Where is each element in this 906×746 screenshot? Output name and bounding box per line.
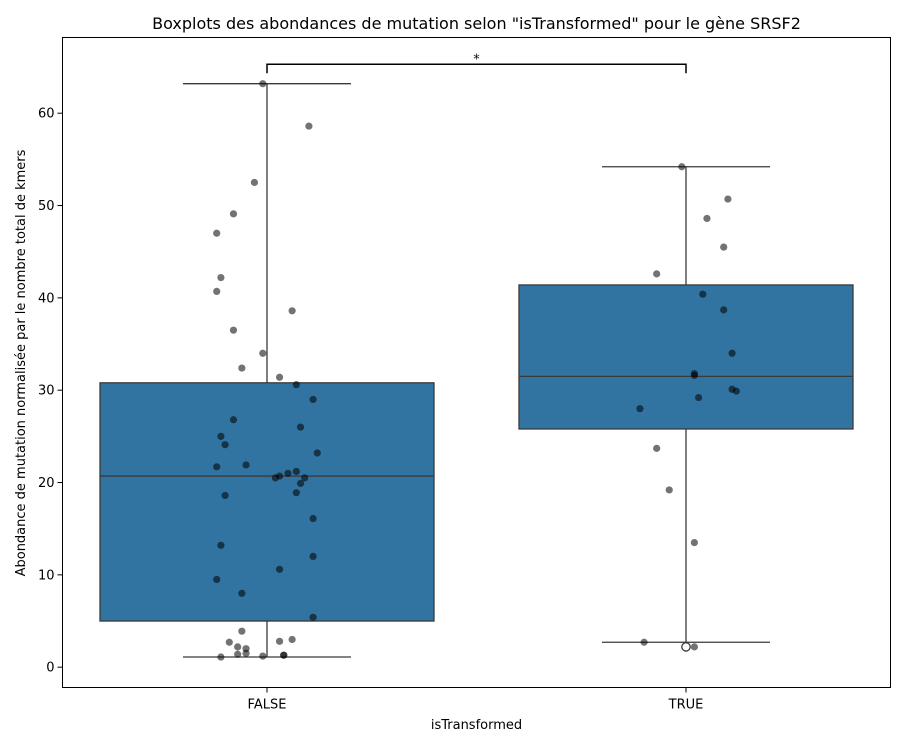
y-tick-label: 50	[38, 199, 55, 214]
data-point	[213, 463, 221, 471]
data-point	[636, 405, 644, 413]
iqr-box	[99, 382, 435, 622]
data-point	[690, 538, 698, 547]
data-point	[221, 491, 229, 500]
data-point	[728, 349, 736, 357]
data-point	[242, 461, 250, 469]
data-point	[213, 229, 221, 237]
axes-frame	[62, 37, 891, 688]
data-point	[724, 195, 732, 203]
x-tick-label: TRUE	[668, 698, 704, 713]
data-point	[275, 373, 284, 381]
data-point	[238, 627, 246, 635]
data-point	[653, 270, 661, 278]
y-tick-label: 40	[38, 291, 55, 306]
x-tick-label: FALSE	[248, 698, 287, 713]
y-axis-label: Abondance de mutation normalisée par le …	[14, 149, 29, 576]
box-false	[99, 83, 435, 658]
data-point	[221, 441, 229, 449]
data-point	[653, 444, 661, 452]
data-point	[238, 364, 246, 372]
data-point	[271, 474, 279, 482]
data-point	[229, 326, 238, 334]
data-point	[301, 474, 309, 482]
data-point	[238, 589, 246, 597]
plot-area: *	[99, 52, 854, 661]
data-point	[665, 486, 673, 494]
outlier-marker	[681, 642, 691, 652]
data-point	[234, 643, 242, 651]
box-true	[518, 166, 854, 643]
data-point	[242, 649, 250, 657]
data-point	[292, 467, 300, 476]
data-point	[234, 650, 242, 658]
data-point	[217, 273, 225, 282]
data-point	[309, 552, 317, 560]
data-point	[259, 349, 267, 357]
data-point	[213, 287, 221, 296]
data-point	[217, 432, 225, 440]
data-point	[259, 652, 267, 660]
data-point	[694, 393, 703, 402]
data-point	[280, 651, 288, 659]
x-axis-label: isTransformed	[431, 718, 522, 733]
y-tick-label: 20	[38, 476, 55, 491]
data-point	[217, 653, 225, 661]
data-point	[296, 479, 305, 488]
data-point	[720, 243, 728, 251]
data-point	[275, 565, 284, 573]
data-point	[720, 306, 728, 314]
data-point	[309, 514, 317, 523]
data-point	[640, 638, 648, 646]
chart-title: Boxplots des abondances de mutation selo…	[152, 14, 801, 33]
significance-bracket	[266, 63, 687, 74]
data-point	[732, 387, 740, 395]
y-tick-label: 10	[38, 568, 55, 583]
data-point	[288, 635, 296, 644]
data-point	[309, 395, 317, 404]
data-point	[259, 80, 267, 88]
data-point	[292, 489, 300, 497]
data-point	[699, 290, 707, 298]
data-point	[217, 541, 225, 549]
data-point	[703, 214, 711, 223]
data-point	[229, 210, 238, 218]
y-tick-label: 0	[46, 661, 54, 676]
data-point	[678, 163, 686, 171]
y-tick-label: 30	[38, 384, 55, 399]
data-point	[284, 469, 292, 477]
data-point	[690, 371, 698, 380]
significance-label: *	[473, 52, 480, 67]
data-point	[288, 307, 296, 315]
data-point	[309, 613, 317, 621]
data-point	[213, 575, 221, 584]
data-point	[296, 423, 305, 431]
y-tick-label: 60	[38, 107, 55, 122]
data-point	[225, 638, 233, 646]
data-point	[250, 178, 259, 187]
data-point	[292, 381, 300, 389]
data-point	[313, 449, 321, 457]
data-point	[229, 416, 238, 424]
data-point	[305, 122, 313, 130]
iqr-box	[518, 284, 854, 430]
data-point	[690, 643, 698, 651]
data-point	[275, 637, 284, 645]
